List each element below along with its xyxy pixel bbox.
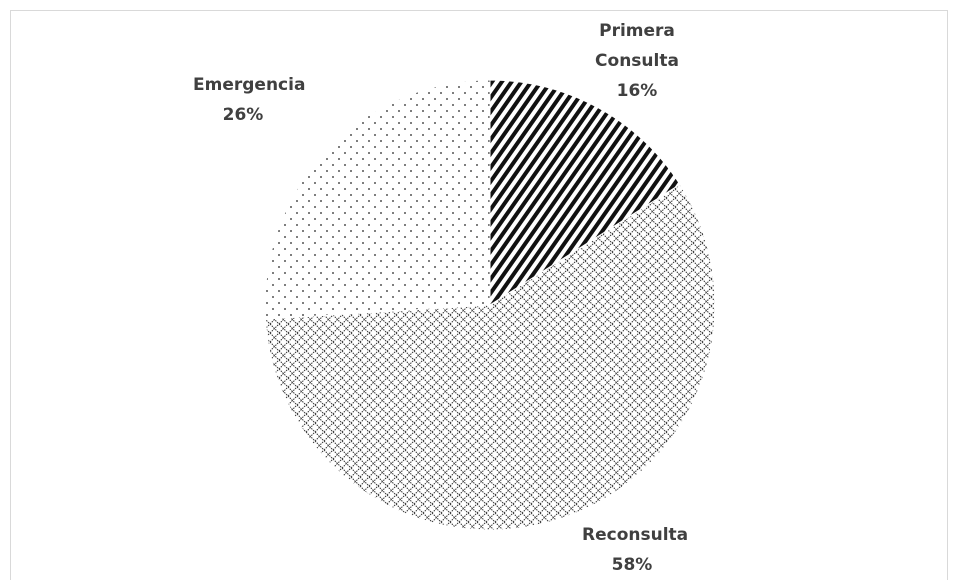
category-label: Primera Consulta bbox=[595, 21, 679, 71]
value-label: 16% bbox=[616, 81, 658, 101]
category-label: Emergencia bbox=[193, 75, 306, 95]
pie bbox=[264, 79, 716, 531]
pie-slice bbox=[489, 79, 681, 306]
data-label: Primera Consulta 16% bbox=[567, 16, 707, 106]
value-label: 58% bbox=[611, 555, 653, 575]
chart-frame bbox=[10, 10, 948, 580]
data-label: Emergencia 26% bbox=[173, 70, 313, 130]
value-label: 26% bbox=[222, 105, 264, 125]
pie-slice bbox=[264, 183, 716, 531]
data-label: Reconsulta 58% bbox=[562, 520, 702, 580]
pie-slice bbox=[264, 79, 491, 320]
category-label: Reconsulta bbox=[582, 525, 689, 545]
